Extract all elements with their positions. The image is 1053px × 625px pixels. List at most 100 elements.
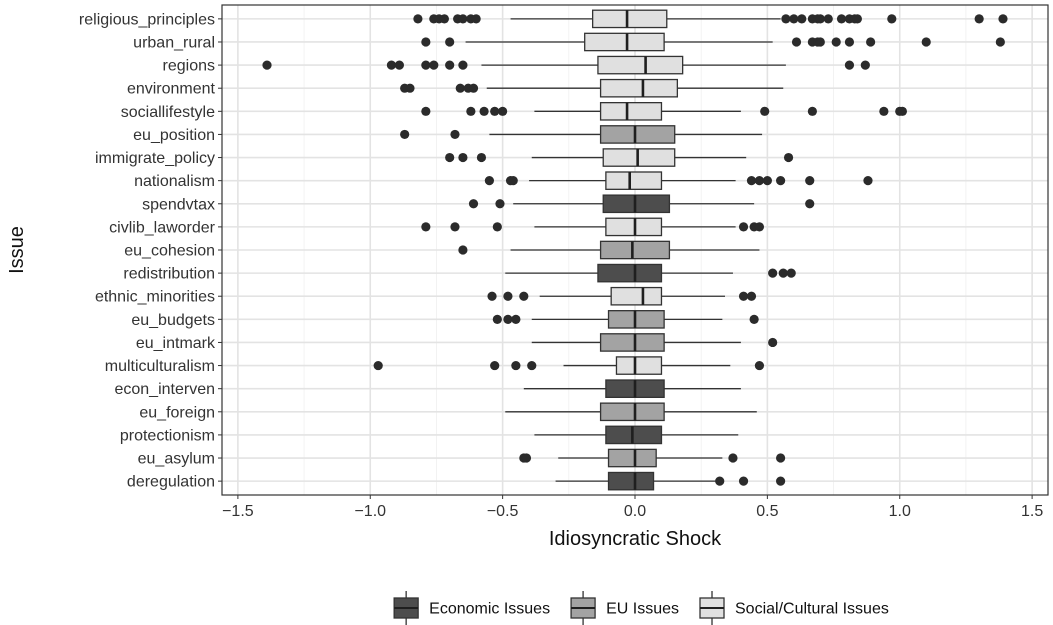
y-tick-label: regions — [163, 58, 215, 75]
outlier-point — [836, 14, 847, 24]
box-iqr — [597, 263, 663, 283]
outlier-point — [831, 37, 841, 47]
outlier-point — [490, 360, 500, 371]
y-tick-label: nationalism — [134, 173, 215, 190]
outlier-point — [519, 291, 529, 301]
outlier-point — [458, 14, 468, 24]
outlier-point — [754, 222, 765, 232]
outlier-point — [521, 453, 532, 463]
y-tick-label: urban_rural — [133, 34, 215, 51]
x-tick-label: 1.5 — [1021, 503, 1043, 520]
box-eu_asylum — [558, 448, 723, 468]
outlier-point — [860, 60, 870, 70]
outlier-point — [503, 291, 513, 301]
outlier-point — [511, 360, 521, 371]
outlier-point — [815, 14, 825, 24]
box-redistribution — [505, 263, 733, 283]
y-tick-label: religious_principles — [79, 11, 215, 28]
box-ethnic_minorities — [539, 286, 726, 306]
box-iqr — [607, 471, 655, 491]
outlier-point — [421, 37, 431, 47]
outlier-point — [458, 60, 468, 70]
outlier-point — [503, 314, 513, 324]
box-iqr — [605, 171, 663, 190]
legend-label: Social/Cultural Issues — [735, 601, 889, 618]
legend-item: EU Issues — [570, 591, 679, 625]
legend-item: Social/Cultural Issues — [699, 591, 889, 625]
outlier-point — [508, 176, 518, 186]
outlier-point — [781, 14, 791, 24]
outlier-point — [746, 291, 757, 301]
outlier-point — [776, 453, 786, 463]
box-iqr — [602, 148, 676, 167]
y-axis-title: Issue — [6, 226, 28, 274]
outlier-point — [791, 37, 802, 47]
outlier-point — [413, 14, 423, 24]
box-sociallifestyle — [534, 102, 741, 121]
legend: Economic Issues EU Issues Social/Cultural … — [393, 591, 889, 625]
box-iqr — [599, 78, 679, 98]
outlier-point — [754, 176, 765, 186]
outlier-point — [749, 314, 759, 324]
outlier-point — [487, 291, 497, 301]
outlier-point — [450, 222, 460, 232]
legend-label: Economic Issues — [429, 601, 550, 618]
y-tick-label: multiculturalism — [105, 358, 215, 375]
outlier-point — [852, 14, 862, 24]
outlier-point — [879, 106, 889, 116]
outlier-point — [484, 176, 494, 186]
box-iqr — [605, 425, 663, 445]
y-tick-label: ethnic_minorities — [95, 289, 215, 306]
outlier-point — [511, 314, 521, 324]
box-iqr — [602, 194, 671, 214]
y-tick-label: immigrate_policy — [95, 150, 215, 167]
box-iqr — [599, 102, 663, 121]
outlier-point — [394, 60, 404, 70]
legend-item: Economic Issues — [393, 591, 550, 625]
outlier-point — [421, 60, 431, 70]
outlier-point — [866, 37, 876, 47]
y-tick-label: econ_interven — [114, 381, 215, 398]
box-urban_rural — [465, 32, 773, 52]
y-tick-label: eu_position — [133, 127, 215, 144]
outlier-point — [762, 176, 772, 186]
outlier-point — [386, 60, 397, 70]
box-iqr — [610, 286, 663, 306]
outlier-point — [815, 37, 825, 47]
outlier-point — [998, 14, 1008, 24]
outlier-point — [492, 222, 502, 232]
outlier-point — [738, 476, 749, 486]
x-tick-label: 0.5 — [756, 503, 778, 520]
outlier-point — [400, 129, 410, 140]
box-spendvtax — [513, 194, 755, 214]
outlier-point — [776, 176, 786, 186]
outlier-point — [495, 199, 505, 209]
outliers — [262, 14, 1008, 486]
outlier-point — [445, 152, 455, 163]
outlier-point — [738, 222, 749, 232]
y-tick-label: environment — [127, 81, 216, 98]
outlier-point — [844, 60, 855, 70]
outlier-point — [746, 176, 757, 186]
outlier-point — [468, 199, 479, 209]
box-iqr — [605, 217, 663, 237]
outlier-point — [789, 14, 799, 24]
box-multiculturalism — [563, 356, 731, 375]
box-iqr — [599, 125, 676, 144]
box-eu_intmark — [531, 333, 741, 352]
y-tick-label: redistribution — [123, 266, 215, 283]
outlier-point — [492, 314, 502, 324]
outlier-point — [783, 152, 794, 163]
box-deregulation — [555, 471, 718, 491]
box-iqr — [599, 240, 671, 260]
outlier-point — [805, 176, 815, 186]
outlier-point — [863, 176, 873, 186]
box-environment — [486, 78, 784, 98]
outlier-point — [887, 14, 897, 24]
x-tick-label: 0.0 — [624, 503, 646, 520]
y-tick-label: eu_cohesion — [124, 243, 215, 260]
outlier-point — [738, 291, 749, 301]
box-nationalism — [529, 171, 736, 190]
outlier-point — [844, 37, 855, 47]
box-civlib_laworder — [534, 217, 736, 237]
